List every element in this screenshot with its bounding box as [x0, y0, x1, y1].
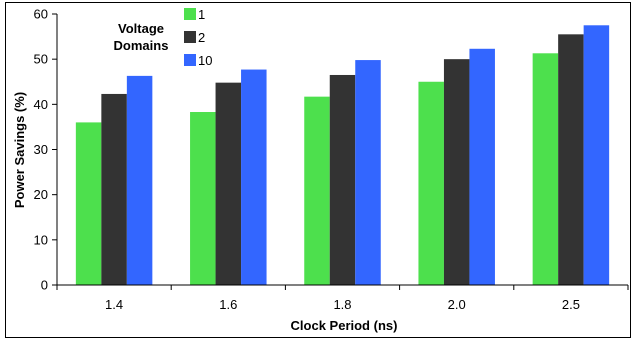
y-tick-label: 50	[34, 52, 48, 67]
bar-series-2-1.6	[215, 82, 242, 285]
legend-title-line-1: Voltage	[118, 21, 164, 36]
bar-series-1-1.6	[190, 112, 216, 286]
y-tick-label: 30	[34, 142, 48, 157]
x-ticks-group: 1.4 1.6 1.8 2.0 2.5	[56, 285, 629, 312]
bar-series-1-2.0	[418, 81, 444, 285]
bar-series-2-2.0	[443, 59, 470, 285]
bar-series-1-2.5	[532, 53, 559, 285]
bar-series-2-1.4	[101, 93, 127, 285]
bars-group	[75, 25, 610, 286]
bar-series-1-1.4	[75, 122, 102, 286]
y-tick-label: 60	[34, 7, 48, 22]
bar-series-10-1.6	[241, 69, 267, 286]
bar-series-2-1.8	[329, 74, 356, 285]
bar-series-10-2.0	[469, 48, 495, 285]
bar-series-10-1.8	[355, 60, 381, 285]
bar-series-1-1.8	[304, 96, 330, 285]
bar-series-10-2.5	[583, 25, 610, 286]
y-axis-title: Power Savings (%)	[12, 92, 27, 208]
legend-items: 1 2 10	[184, 7, 212, 68]
x-tick-label: 1.4	[105, 297, 123, 312]
x-axis-title: Clock Period (ns)	[291, 318, 398, 333]
y-tick-label: 0	[41, 278, 48, 293]
y-tick-label: 10	[34, 232, 48, 247]
legend-swatch-10	[184, 54, 196, 66]
x-tick-label: 2.5	[562, 297, 580, 312]
legend-swatch-2	[184, 31, 196, 43]
bar-series-10-1.4	[126, 75, 153, 286]
x-tick-label: 1.8	[333, 297, 351, 312]
bar-series-2-2.5	[558, 34, 584, 286]
legend-swatch-1	[184, 8, 196, 20]
y-tick-label: 40	[34, 97, 48, 112]
legend-title-line-2: Domains	[114, 38, 169, 53]
legend-label-2: 2	[198, 30, 205, 45]
y-ticks-group: 0 10 20 30 40 50 60	[34, 7, 57, 293]
legend-label-10: 10	[198, 53, 212, 68]
x-tick-label: 1.6	[219, 297, 237, 312]
x-tick-label: 2.0	[448, 297, 466, 312]
legend: Voltage Domains 1 2 10	[114, 7, 213, 68]
legend-label-1: 1	[198, 7, 205, 22]
y-tick-label: 20	[34, 187, 48, 202]
